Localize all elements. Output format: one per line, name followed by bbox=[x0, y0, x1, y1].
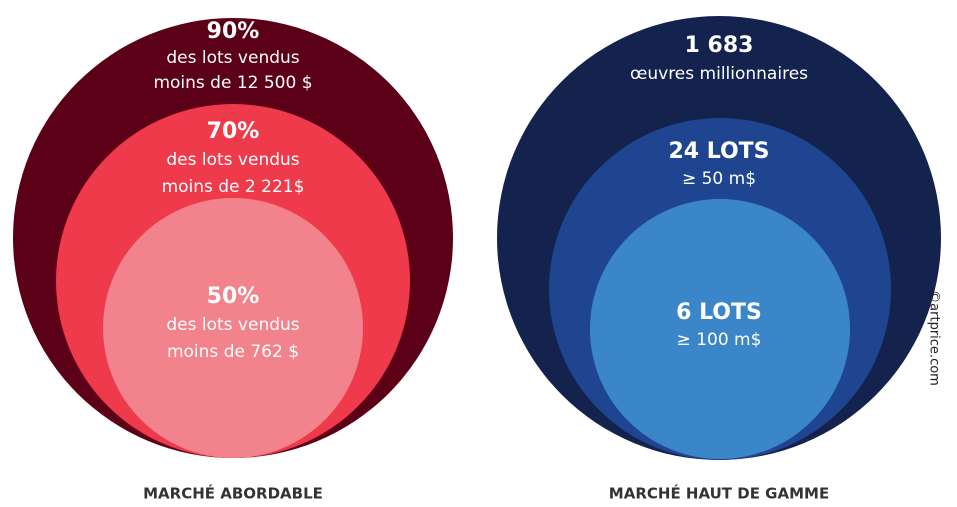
headline: 70% bbox=[207, 119, 260, 144]
affordable-group: 90% des lots vendus moins de 12 500 $ 70… bbox=[13, 18, 453, 503]
headline: 90% bbox=[207, 19, 260, 44]
inner-circle bbox=[590, 199, 850, 459]
caption: des lots vendus bbox=[166, 150, 299, 170]
caption: moins de 12 500 $ bbox=[153, 73, 312, 93]
caption: ≥ 50 m$ bbox=[682, 169, 756, 189]
headline: 50% bbox=[207, 284, 260, 309]
group-title: MARCHÉ ABORDABLE bbox=[143, 484, 323, 503]
caption: ≥ 100 m$ bbox=[677, 330, 762, 350]
group-title: MARCHÉ HAUT DE GAMME bbox=[609, 484, 829, 503]
high-end-group: 1 683 œuvres millionnaires 24 LOTS ≥ 50 … bbox=[497, 16, 941, 503]
caption: moins de 762 $ bbox=[167, 342, 299, 362]
caption: des lots vendus bbox=[166, 48, 299, 68]
caption: œuvres millionnaires bbox=[630, 64, 808, 84]
caption: des lots vendus bbox=[166, 315, 299, 335]
caption: moins de 2 221$ bbox=[162, 177, 305, 197]
credit: ©artprice.com bbox=[927, 290, 942, 386]
headline: 1 683 bbox=[685, 33, 754, 58]
headline: 24 LOTS bbox=[668, 139, 769, 164]
headline: 6 LOTS bbox=[676, 300, 762, 325]
inner-circle bbox=[103, 198, 363, 458]
